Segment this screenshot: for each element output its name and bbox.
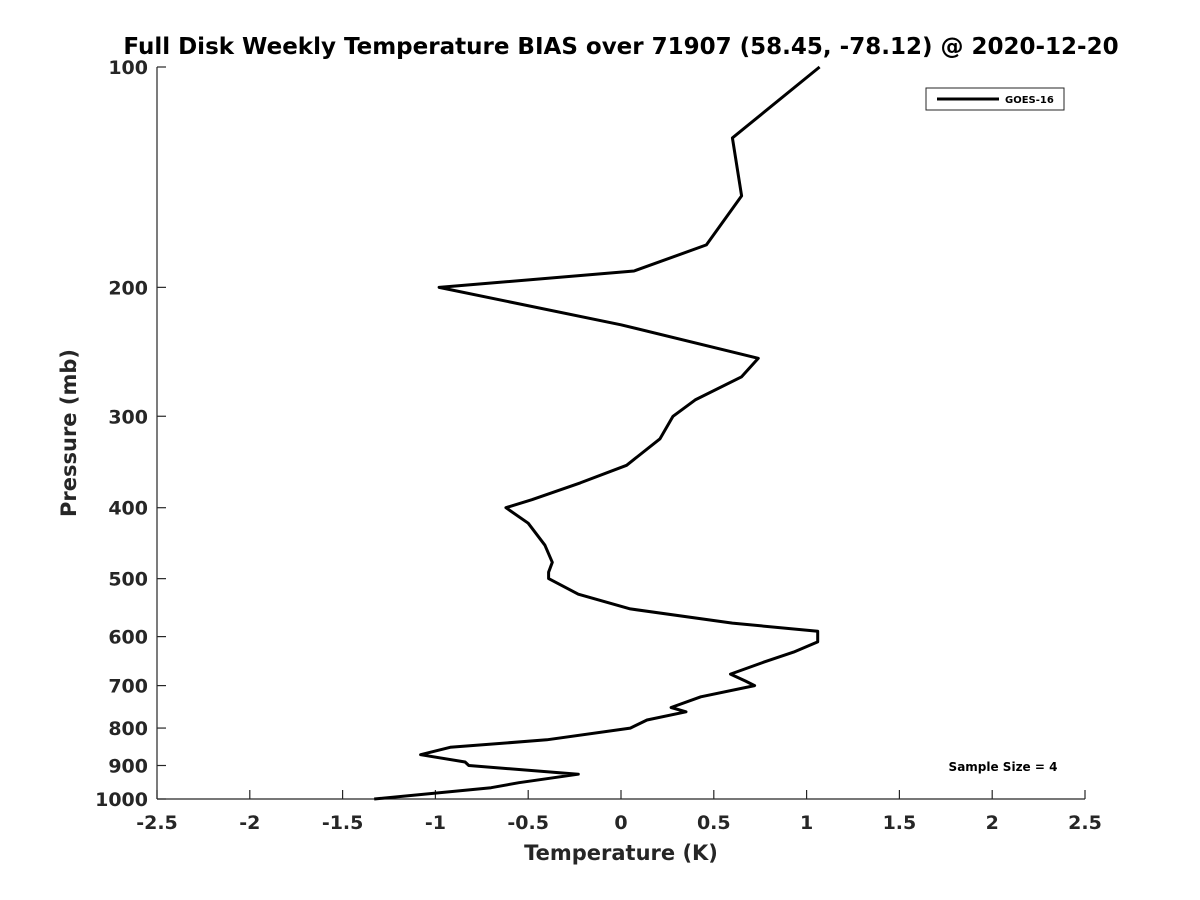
x-tick-label: -2 — [239, 812, 260, 834]
series-line-goes16 — [374, 65, 821, 801]
y-tick-label: 200 — [108, 277, 148, 299]
x-tick-label: 2.5 — [1068, 812, 1102, 834]
y-tick-label: 1000 — [95, 789, 148, 811]
legend-label: GOES-16 — [1005, 95, 1054, 106]
x-tick-label: 1.5 — [883, 812, 917, 834]
y-tick-label: 600 — [108, 627, 148, 649]
y-tick-label: 300 — [108, 406, 148, 428]
x-tick-label: 0 — [614, 812, 627, 834]
legend: GOES-16 — [925, 87, 1065, 111]
y-tick-label: 800 — [108, 718, 148, 740]
x-tick-label: 0.5 — [697, 812, 731, 834]
sample-size-annotation: Sample Size = 4 — [949, 760, 1058, 774]
chart-title: Full Disk Weekly Temperature BIAS over 7… — [123, 34, 1118, 60]
x-tick-label: 2 — [986, 812, 999, 834]
series-layer — [374, 65, 821, 801]
axes: -2.5 -2 -1.5 -1 -0.5 0 0.5 1 1.5 2 2.5 100 200 300 400… — [95, 57, 1102, 834]
x-tick-label: -1 — [425, 812, 446, 834]
y-axis-label: Pressure (mb) — [57, 349, 81, 517]
x-tick-label: -0.5 — [507, 812, 549, 834]
x-axis-label: Temperature (K) — [524, 841, 718, 865]
y-tick-label: 100 — [108, 57, 148, 79]
x-tick-label: -1.5 — [322, 812, 364, 834]
x-tick-label: 1 — [800, 812, 813, 834]
y-tick-label: 700 — [108, 676, 148, 698]
x-tick-label: -2.5 — [136, 812, 178, 834]
y-tick-label: 400 — [108, 498, 148, 520]
y-tick-label: 500 — [108, 569, 148, 591]
y-tick-label: 900 — [108, 756, 148, 778]
